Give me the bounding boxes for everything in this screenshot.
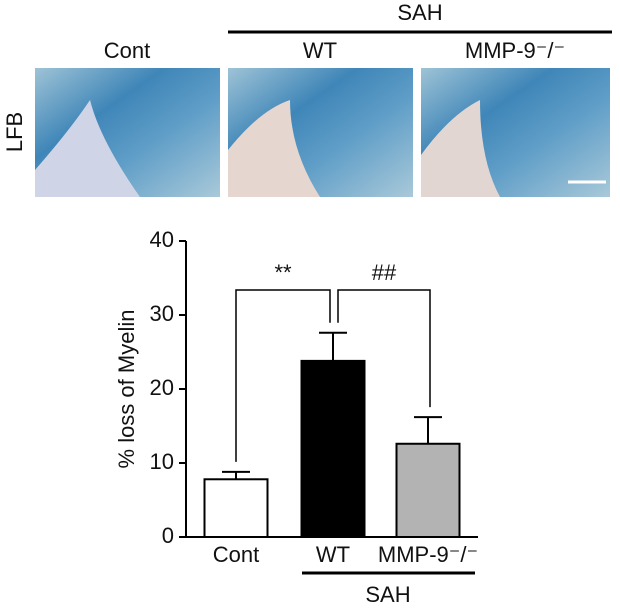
lumen (35, 100, 140, 197)
bar (300, 359, 366, 538)
panel-label: Cont (104, 38, 150, 63)
stain-label: LFB (2, 112, 27, 152)
y-tick-label: 10 (150, 449, 174, 474)
x-tick-label: MMP-9⁻/⁻ (378, 542, 478, 567)
annotation: ## (372, 260, 397, 285)
y-axis-label: % loss of Myelin (114, 310, 139, 469)
significance-bracket (337, 289, 431, 408)
micrographs (35, 68, 610, 197)
x-tick-label: Cont (213, 542, 259, 567)
bar (203, 478, 269, 538)
lumen (421, 100, 500, 197)
lumen (228, 100, 320, 197)
y-tick-label: 30 (150, 301, 174, 326)
panel-label: MMP-9⁻/⁻ (465, 38, 565, 63)
bar (395, 442, 461, 539)
annotation: ** (274, 260, 292, 285)
x-tick-label: WT (316, 542, 350, 567)
group-label: SAH (365, 582, 410, 607)
panel-label: WT (303, 38, 337, 63)
significance-bracket (235, 289, 331, 462)
y-tick-label: 20 (150, 375, 174, 400)
group-label: SAH (397, 0, 442, 25)
y-tick-label: 0 (162, 523, 174, 548)
y-tick-label: 40 (150, 227, 174, 252)
